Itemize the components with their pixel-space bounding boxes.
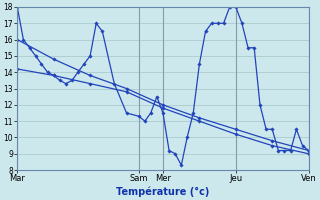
X-axis label: Température (°c): Température (°c) <box>116 186 210 197</box>
